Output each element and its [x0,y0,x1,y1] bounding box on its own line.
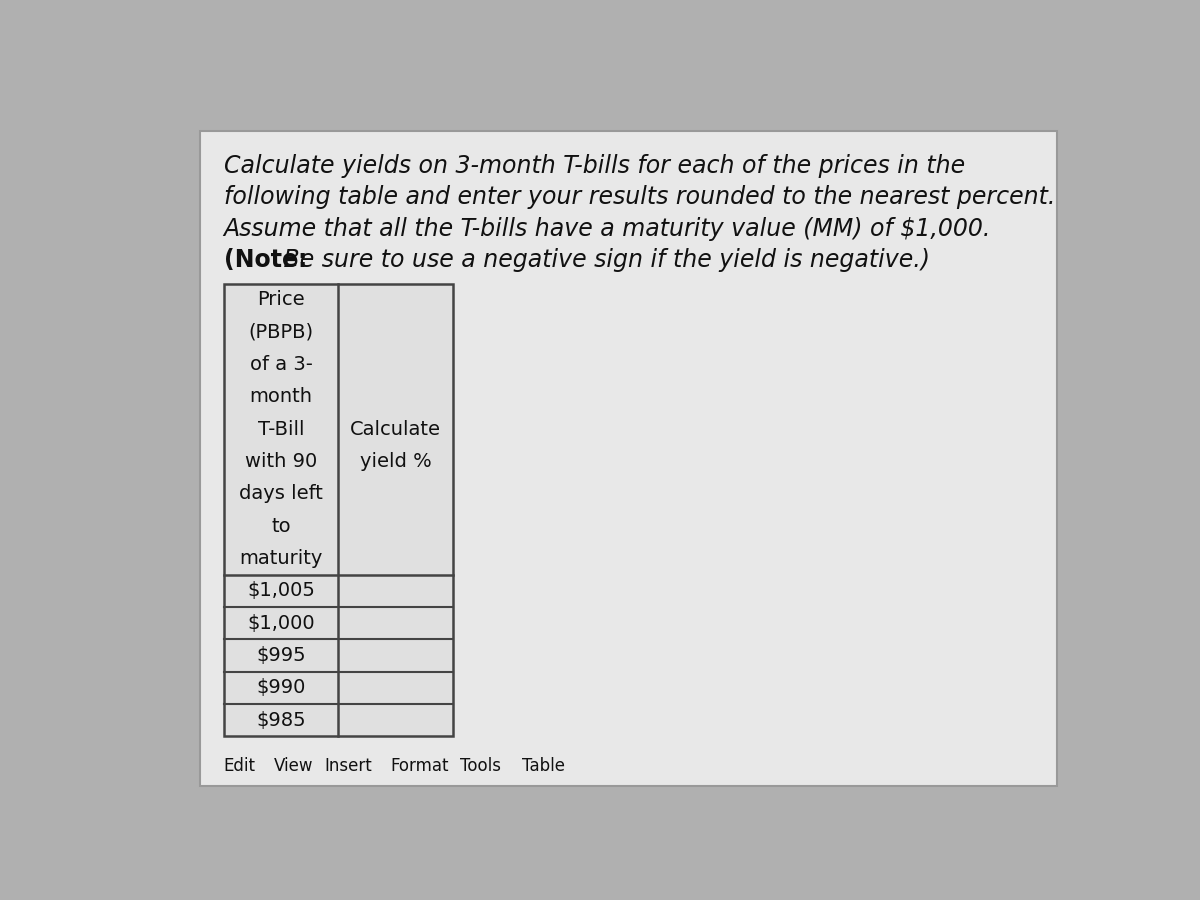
Text: Be sure to use a negative sign if the yield is negative.): Be sure to use a negative sign if the yi… [276,248,930,272]
FancyBboxPatch shape [223,284,454,736]
Text: Insert: Insert [324,758,372,776]
Text: to: to [271,517,290,535]
Text: Table: Table [522,758,565,776]
Text: (Note:: (Note: [223,248,307,272]
Text: $990: $990 [257,679,306,698]
FancyBboxPatch shape [200,131,1057,786]
Text: days left: days left [239,484,323,503]
Text: (PBPB): (PBPB) [248,322,313,342]
Text: month: month [250,387,312,406]
Text: $985: $985 [256,711,306,730]
Text: $1,000: $1,000 [247,614,314,633]
Text: Format: Format [390,758,449,776]
Text: with 90: with 90 [245,452,317,471]
Text: of a 3-: of a 3- [250,355,312,374]
Text: Edit: Edit [223,758,256,776]
Text: Price: Price [257,290,305,310]
Text: following table and enter your results rounded to the nearest percent.: following table and enter your results r… [223,185,1055,209]
Text: Calculate yields on 3-month T-bills for each of the prices in the: Calculate yields on 3-month T-bills for … [223,154,965,178]
Text: View: View [274,758,313,776]
Text: yield %: yield % [360,452,432,471]
Text: Calculate: Calculate [350,419,442,438]
Text: $995: $995 [256,646,306,665]
Text: Assume that all the T-bills have a maturity value (MM) of $1,000.: Assume that all the T-bills have a matur… [223,217,991,241]
Text: Tools: Tools [460,758,502,776]
Text: maturity: maturity [239,549,323,568]
Text: T-Bill: T-Bill [258,419,305,438]
Text: $1,005: $1,005 [247,581,314,600]
